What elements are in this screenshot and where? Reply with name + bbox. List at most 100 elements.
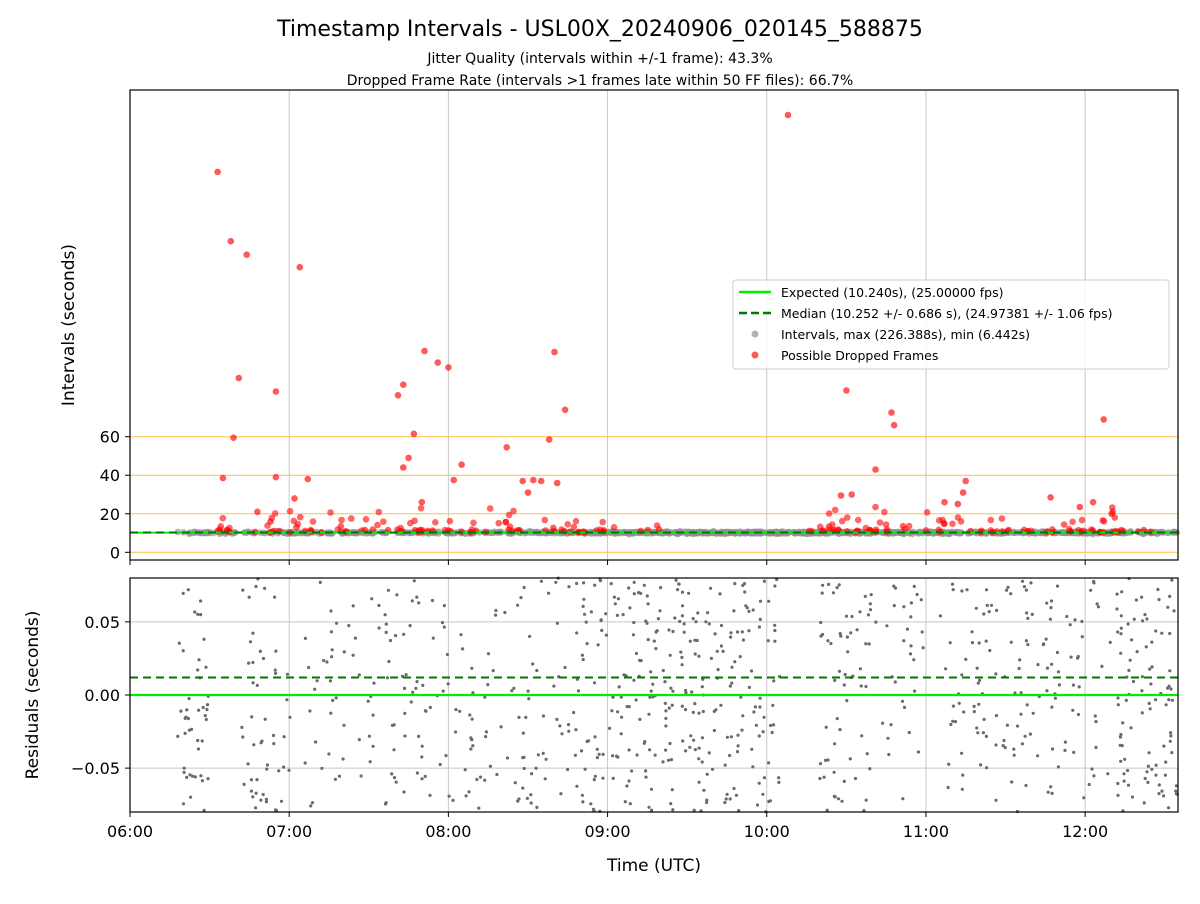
dropped-frame-point xyxy=(503,444,511,451)
dropped-frame-point xyxy=(1134,528,1142,535)
residual-point xyxy=(383,802,388,806)
residual-point xyxy=(839,634,843,638)
residual-point xyxy=(970,630,974,634)
residual-point xyxy=(735,750,740,754)
residual-point xyxy=(678,619,682,624)
dropped-frame-point xyxy=(291,495,298,502)
residual-point xyxy=(1017,666,1021,671)
residual-point xyxy=(249,789,253,793)
dropped-frame-point xyxy=(962,477,969,485)
residual-point xyxy=(679,650,683,654)
residual-point xyxy=(288,715,292,719)
residual-point xyxy=(454,708,458,712)
residual-point xyxy=(673,616,677,620)
residual-point xyxy=(647,712,651,716)
dropped-frame-point xyxy=(309,518,317,525)
residual-point xyxy=(769,723,773,728)
residual-point xyxy=(988,648,992,653)
residual-point xyxy=(592,778,596,782)
residual-point xyxy=(865,752,869,756)
residual-point xyxy=(351,604,355,608)
dropped-frame-point xyxy=(269,528,276,535)
dropped-frame-point xyxy=(596,526,604,533)
residual-point xyxy=(1119,614,1123,618)
dropped-frame-point xyxy=(843,387,850,394)
residual-point xyxy=(617,685,621,689)
residual-point xyxy=(960,673,964,677)
residual-point xyxy=(181,802,186,806)
residual-point xyxy=(747,609,751,614)
residual-point xyxy=(723,800,727,805)
residual-point xyxy=(1132,617,1136,621)
residual-point xyxy=(610,709,614,713)
residual-point xyxy=(693,652,697,656)
residual-point xyxy=(680,614,685,618)
residual-point xyxy=(177,641,181,645)
dropped-frame-point xyxy=(458,461,465,469)
residual-point xyxy=(1148,667,1152,671)
residual-point xyxy=(495,772,499,777)
residual-point xyxy=(372,681,376,685)
intervals-panel: 0 20 40 60 Intervals (seconds) Expected (10… xyxy=(59,89,1181,565)
residual-point xyxy=(964,657,968,662)
residual-point xyxy=(984,639,988,643)
residual-point xyxy=(725,792,729,796)
residual-point xyxy=(751,765,755,769)
residual-point xyxy=(919,598,923,602)
residual-point xyxy=(1080,635,1084,639)
residual-point xyxy=(529,793,533,797)
residual-point xyxy=(1170,751,1174,755)
residual-point xyxy=(1134,598,1138,602)
residual-point xyxy=(1076,712,1081,717)
residual-point xyxy=(902,639,906,643)
residual-point xyxy=(668,741,672,746)
residual-point xyxy=(255,778,259,782)
residual-point xyxy=(1046,790,1050,794)
dropped-frame-point xyxy=(400,464,407,471)
dropped-frame-point xyxy=(1099,517,1106,524)
residual-point xyxy=(738,655,742,659)
residual-point xyxy=(693,748,698,752)
intervals-y-axis-label: Intervals (seconds) xyxy=(59,244,79,406)
residual-point xyxy=(667,706,671,710)
residual-point xyxy=(541,751,545,756)
dropped-frame-point xyxy=(243,251,250,258)
residual-point xyxy=(634,651,639,656)
residual-point xyxy=(415,680,419,684)
residual-point xyxy=(201,705,205,710)
residual-point xyxy=(751,608,755,612)
residual-point xyxy=(1164,760,1168,764)
residual-point xyxy=(972,710,976,714)
residual-point xyxy=(976,731,980,735)
residual-point xyxy=(770,730,774,735)
x-tick-label: 10:00 xyxy=(744,822,790,841)
residual-point xyxy=(193,610,197,614)
residual-point xyxy=(893,680,897,684)
residual-point xyxy=(566,767,570,772)
residual-point xyxy=(260,739,264,743)
dropped-frame-point xyxy=(304,475,312,483)
residual-point xyxy=(691,617,695,621)
residual-point xyxy=(909,615,913,619)
residual-point xyxy=(255,683,259,688)
residual-point xyxy=(261,792,265,797)
residual-point xyxy=(826,758,830,762)
residual-point xyxy=(832,770,836,774)
residual-point xyxy=(619,732,623,736)
residual-point xyxy=(1044,637,1048,641)
residual-point xyxy=(308,709,312,713)
residual-point xyxy=(1128,658,1132,662)
residual-point xyxy=(1051,747,1055,751)
residual-point xyxy=(718,592,722,596)
residual-point xyxy=(655,629,659,633)
residual-point xyxy=(682,622,686,626)
dropped-frame-point xyxy=(784,111,792,119)
dropped-frame-point xyxy=(495,519,503,527)
residual-point xyxy=(423,709,427,713)
residual-point xyxy=(593,735,597,739)
dropped-frame-point xyxy=(1078,516,1086,524)
residual-point xyxy=(203,714,207,718)
residual-point xyxy=(1025,703,1029,707)
dropped-frame-point xyxy=(235,374,243,382)
residual-point xyxy=(819,620,823,625)
